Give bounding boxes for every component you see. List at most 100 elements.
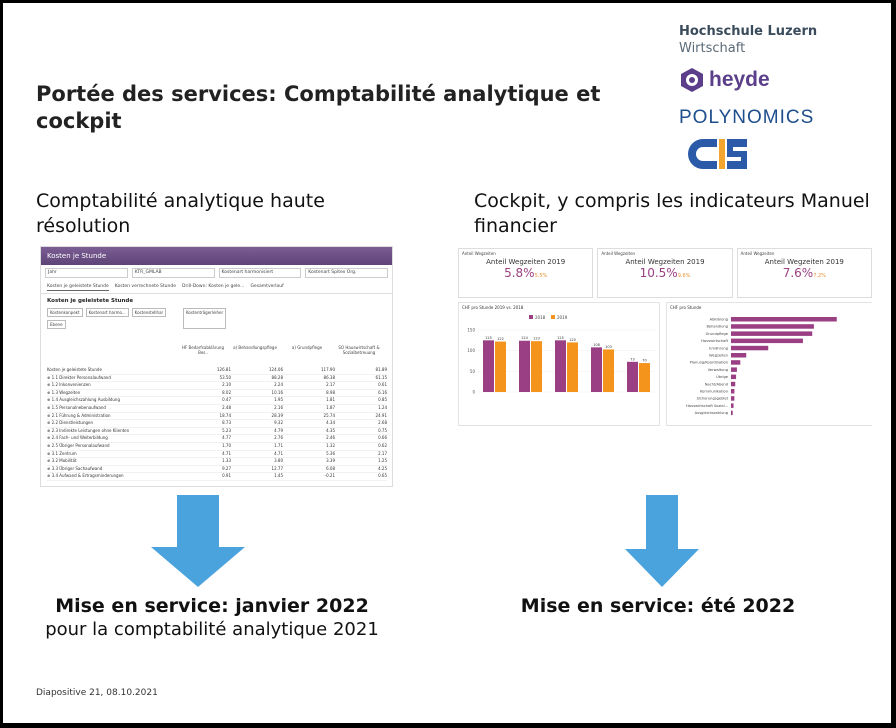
row-label: ⊕ 2.4 Fach- und Weiterbildung <box>47 435 108 441</box>
cell-value: 2.76 <box>274 435 283 441</box>
data-label: 70 <box>642 359 646 363</box>
kpi-caption: Anteil Wegzeiten 2019 <box>486 258 566 266</box>
bar <box>519 340 530 392</box>
bar <box>603 349 614 392</box>
cell-value: 1.95 <box>274 397 283 403</box>
row-label: ⊕ 2.2 Dienstleistungen <box>47 420 94 426</box>
category-label: Ausgleichszahlung <box>695 411 728 415</box>
table-row: ⊕ 3.1 Zentrum 4.71 4.71 5.36 2.17 <box>47 451 387 459</box>
cell-value: 81.89 <box>375 367 387 372</box>
row-label: ⊕ 2.1 Führung & Administration <box>47 412 111 418</box>
cell-value: 86.38 <box>323 374 335 380</box>
cell-value: 18.74 <box>219 412 231 418</box>
search-field: Kostenstellhar <box>131 308 167 317</box>
data-label: 125 <box>485 336 492 340</box>
cell-value: 10.16 <box>271 389 283 395</box>
category-label: Grundpflege <box>706 332 729 336</box>
kpi-row: Anteil Wegzeiten Anteil Wegzeiten 2019 5… <box>458 248 872 298</box>
category-label: Hauswirtschaft <box>701 339 728 343</box>
cell-value: 0.62 <box>378 442 387 448</box>
legend-swatch <box>551 315 555 319</box>
row-label: ⊕ 1.4 Ausgleichszahlung Ausbildung <box>47 397 120 403</box>
cell-value: 0.61 <box>378 382 387 388</box>
cell-value: 4.25 <box>378 465 387 471</box>
hbar-chart-panel: CHF pro Stunde Abklärung Behandlung Grundp… <box>666 302 872 426</box>
kpi-value: 7.6% <box>782 266 814 280</box>
bar <box>531 341 542 392</box>
column-header: a) Grundpflege <box>291 345 323 350</box>
row-label: ⊕ 1.3 Wegzeiten <box>47 389 81 395</box>
heyde-mark-icon <box>681 68 703 92</box>
hbar-chart: Abklärung Behandlung Grundpflege Hauswirtsc… <box>686 317 837 416</box>
bar <box>731 396 735 401</box>
data-label: 103 <box>605 345 612 349</box>
table-row: ⊕ 1.4 Ausgleichszahlung Ausbildung 0.47 1.… <box>47 397 387 405</box>
cell-value: 2.46 <box>326 435 335 441</box>
table-row: ⊕ 3.2 Mobilität 1.33 3.80 3.39 1.25 <box>47 458 387 466</box>
row-label: ⊕ 1.1 Direkter Personalaufwand <box>47 374 111 380</box>
filter-field: Jahr <box>45 268 128 278</box>
cell-value: 2.17 <box>326 382 335 388</box>
cell-value: 12.77 <box>271 465 283 471</box>
bar-chart-panel: CHF pro Stunde 2019 vs. 2018 2018 2019 0 50… <box>458 302 660 426</box>
search-field: Kostenkonpekt <box>47 308 83 317</box>
kpi-caption: Anteil Wegzeiten 2019 <box>625 258 705 266</box>
bar <box>555 340 566 392</box>
polynomics-logo: POLYNOMICS <box>679 107 815 128</box>
bar-chart-title: CHF pro Stunde 2019 vs. 2018 <box>462 305 524 310</box>
table-row: ⊕ 2.2 Dienstleistungen 8.73 9.32 4.34 2.68 <box>47 420 387 428</box>
cell-value: 0.47 <box>222 397 231 403</box>
row-label: ⊕ 3.1 Zentrum <box>47 450 77 456</box>
cell-value: 8.73 <box>222 420 231 426</box>
column-headers: HF Bedarfsabklärung Bes.. a) Behandlungs… <box>177 345 385 355</box>
cell-value: 1.71 <box>274 442 283 448</box>
cell-value: 24.91 <box>375 412 387 418</box>
kpi-card: Anteil Wegzeiten Anteil Wegzeiten 2019 7… <box>736 248 872 298</box>
cell-value: 0.75 <box>378 427 387 433</box>
down-arrow-icon <box>151 495 245 587</box>
right-golive: Mise en service: été 2022 <box>458 594 858 618</box>
cell-value: 4.71 <box>222 450 231 456</box>
search-field: Kostenart harmo... <box>85 308 129 317</box>
cell-value: 4.34 <box>326 420 335 426</box>
tab: Gesamtverlauf <box>250 284 284 289</box>
category-label: Planung/Koordination <box>690 361 728 365</box>
filter-field: KTR_GMLAB <box>131 268 215 278</box>
bar <box>627 361 638 392</box>
kpi-value-wrap: 10.5%9.6% <box>598 266 731 280</box>
search-field: Ebene <box>47 320 66 329</box>
cell-value: 8.02 <box>222 389 231 395</box>
row-label: ⊕ 2.3 Indirekte Leistungen ohne Klienten <box>47 427 130 433</box>
row-label: ⊕ 1.2 Inkonvenienzen <box>47 382 91 388</box>
bar <box>591 347 602 392</box>
cell-value: 0.91 <box>222 473 231 479</box>
table-row: ⊕ 1.2 Inkonvenienzen 2.10 2.24 2.17 0.61 <box>47 382 387 390</box>
kpi-label: Anteil Wegzeiten <box>740 251 775 256</box>
left-golive-note: pour la comptabilité analytique 2021 <box>45 619 379 640</box>
data-label: 123 <box>533 337 540 341</box>
data-label: 73 <box>630 357 634 361</box>
screenshot-header: Kosten je Stunde <box>41 247 392 265</box>
cell-value: 0.65 <box>378 473 387 479</box>
tab: Kosten je geleistete Stunde <box>47 284 109 291</box>
filter-field: Kostenart harmonisiert <box>218 268 302 278</box>
cost-accounting-screenshot: Kosten je Stunde Jahr KTR_GMLAB Kostenar… <box>40 246 393 487</box>
row-label: ⊕ 3.3 Übriger Sachaufwand <box>47 465 103 471</box>
slide-footer: Diapositive 21, 08.10.2021 <box>36 688 158 698</box>
slide-title: Portée des services: Comptabilité analyt… <box>36 82 601 133</box>
left-golive: Mise en service: janvier 2022 pour la co… <box>3 594 421 642</box>
right-golive-title: Mise en service: été 2022 <box>520 595 796 617</box>
left-subtitle: Comptabilité analytique haute résolution <box>36 190 325 237</box>
bar <box>731 353 747 358</box>
cell-value: 5.36 <box>326 450 335 456</box>
cell-value: 8.98 <box>326 389 335 395</box>
kpi-delta: 5.5% <box>534 273 548 279</box>
column-header: a) Behandlungspflege <box>233 345 277 350</box>
hslu-logo-line2: Wirtschaft <box>679 41 746 56</box>
row-label: ⊕ 1.5 Personalnebenaufwand <box>47 404 106 410</box>
tab: Drill-Down: Kosten je gele... <box>182 284 245 289</box>
tab: Kosten verrechnete Stunde <box>114 284 177 289</box>
kpi-value-wrap: 5.8%5.5% <box>459 266 592 280</box>
table-row: ⊕ 2.5 Übriger Personalaufwand 1.70 1.71 1.3… <box>47 443 387 451</box>
bar <box>731 367 737 372</box>
